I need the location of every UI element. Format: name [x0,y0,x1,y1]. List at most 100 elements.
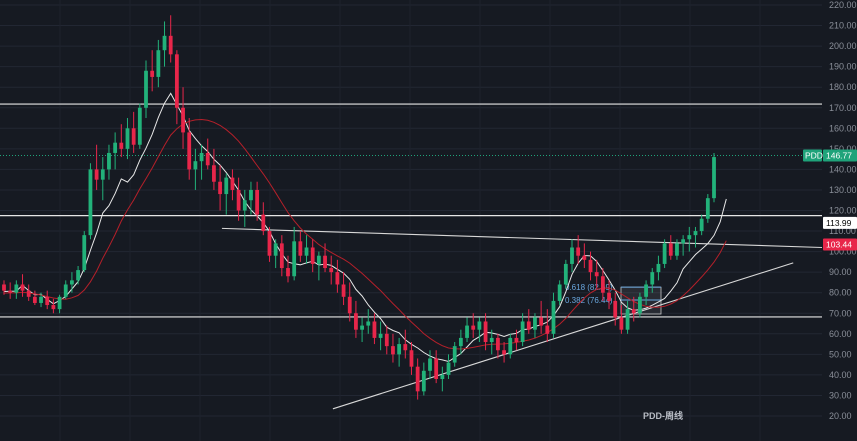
y-axis-tick-label: 60.00 [829,329,852,339]
candle-body [279,243,284,269]
candle-body [656,263,661,273]
candle-body [613,300,618,318]
moving-average-line [3,92,727,363]
y-axis-tick-label: 30.00 [829,390,852,400]
candle-body [230,177,235,190]
candle-body [533,317,537,330]
moving-average-line [3,118,727,350]
candle-body [335,272,340,285]
candle-body [187,132,192,170]
trendline [221,227,823,249]
candle-body [261,214,266,232]
candle-body [675,243,679,256]
candle-body [298,241,303,256]
candle-body [650,272,655,285]
candle-body [360,325,364,330]
candle-body [70,280,74,285]
candle-body [14,284,19,293]
candle-body [205,152,210,166]
candle-body [483,321,488,343]
candle-body [452,346,457,363]
symbol-tag-label: PDD [805,150,823,160]
candle-body [218,181,222,195]
current-price-tag-label: 146.77 [826,150,852,160]
candle-body [662,243,667,264]
candle-body [588,259,593,273]
candle-body [39,296,43,303]
trendline [332,262,794,410]
price-tag-label: 103.44 [826,240,852,250]
candle-body [428,358,432,371]
candle-body [477,321,482,330]
candle-body [193,161,198,170]
candle-body [181,107,185,133]
candle-body [471,325,476,330]
chart-watermark: PDD-周线 [643,410,683,421]
candle-body [403,344,408,351]
fib-level-label: 0.382 (76.44) [565,296,613,305]
candle-body [397,344,402,355]
candle-body [156,50,161,77]
candle-body [224,177,229,195]
candle-body [687,235,692,240]
candle-body [631,309,636,314]
candle-body [45,296,50,306]
candle-body [563,263,568,285]
candle-body [570,247,574,264]
candle-body [20,284,25,291]
candle-body [712,157,716,199]
candle-body [384,333,389,347]
y-axis-tick-label: 210.00 [829,21,857,31]
candle-body [236,189,241,211]
candle-body [594,272,599,277]
candle-body [347,296,352,314]
candle-body [113,142,118,153]
y-axis-tick-label: 170.00 [829,103,857,113]
y-axis-tick-label: 150.00 [829,144,857,154]
y-axis-tick-label: 50.00 [829,349,852,359]
candle-body [415,366,420,392]
candle-body [440,374,445,380]
candle-body [668,243,673,256]
candle-body [94,169,99,180]
candle-body [107,152,111,170]
candle-body [545,325,550,334]
candle-body [607,292,611,301]
y-axis-tick-label: 160.00 [829,123,857,133]
candle-body [354,313,358,330]
candle-body [174,54,179,108]
candle-body [446,362,451,375]
candle-body [502,350,506,355]
candle-body [458,337,463,347]
candle-body [255,189,260,215]
candle-body [2,284,6,291]
candle-body [32,296,37,303]
candle-body [286,268,290,277]
y-axis-tick-label: 140.00 [829,164,857,174]
candle-body [150,70,155,77]
y-axis-tick-label: 200.00 [829,41,857,51]
y-axis-tick-label: 80.00 [829,288,852,298]
candle-body [551,300,556,334]
fib-level-label: 0.618 (82.69) [565,283,613,292]
candle-body [526,321,531,330]
candle-body [496,337,500,351]
candle-body [514,337,519,343]
y-axis-tick-label: 20.00 [829,411,852,421]
candle-body [267,231,272,256]
candle-body [520,321,525,343]
candle-body [539,317,544,326]
candle-body [242,200,247,211]
current-price-tag-box [823,149,857,162]
y-axis-tick-label: 180.00 [829,82,857,92]
candle-body [316,255,321,264]
candle-body [391,346,395,355]
price-tag-label: 113.99 [826,218,852,228]
candle-body [366,321,371,326]
candle-body [705,198,710,219]
candle-body [489,337,494,343]
y-axis-tick-label: 190.00 [829,62,857,72]
y-axis-tick-label: 100.00 [829,247,857,257]
candle-body [100,169,105,180]
y-axis-tick-label: 90.00 [829,267,852,277]
